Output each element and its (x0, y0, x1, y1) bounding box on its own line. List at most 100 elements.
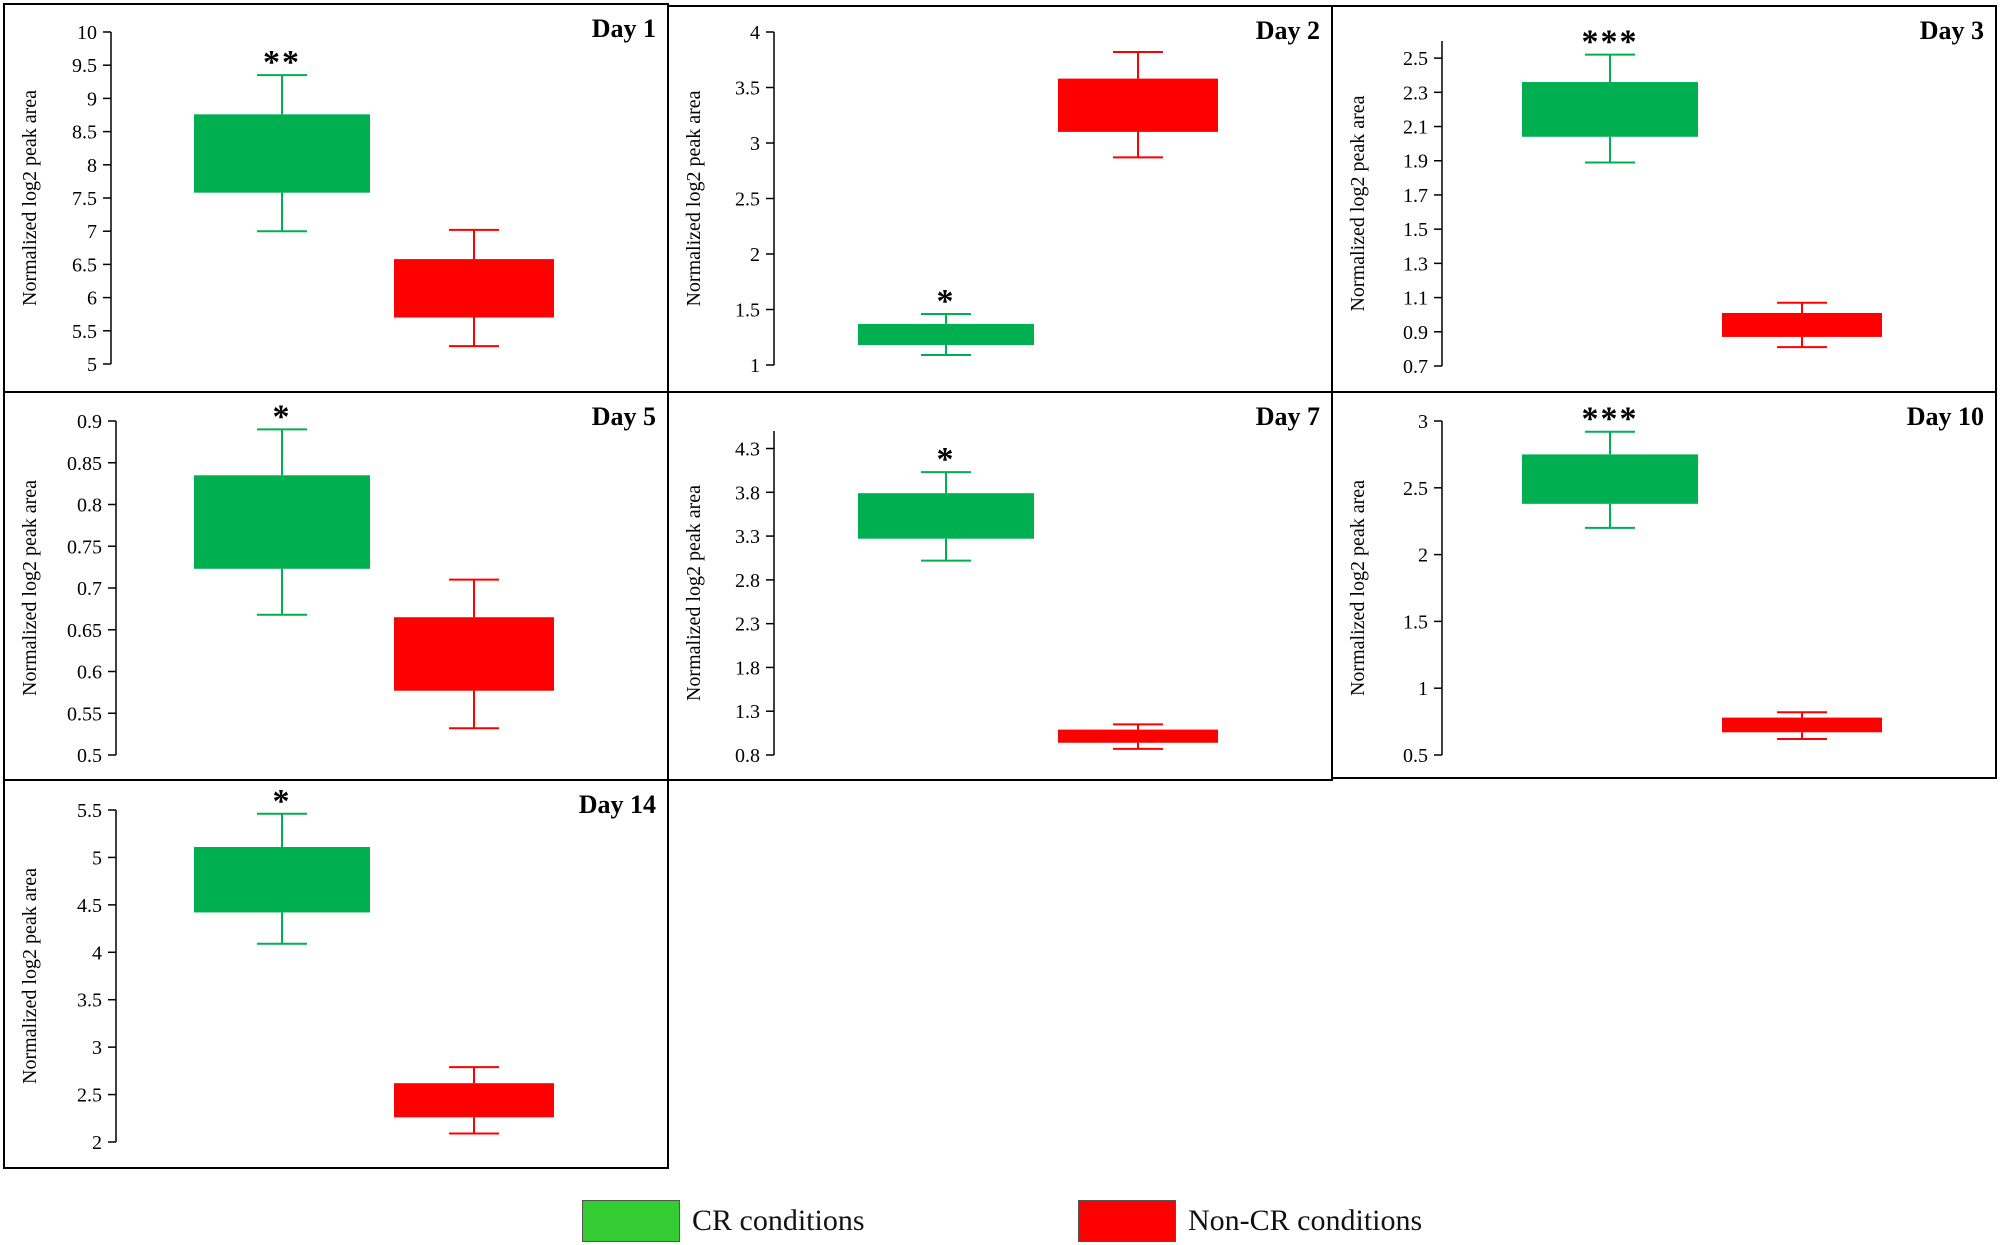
y-tick-label: 0.9 (1403, 322, 1428, 344)
y-tick-label: 6.5 (72, 254, 97, 276)
box-cr (194, 114, 370, 193)
panel-frame (3, 779, 669, 1169)
box-cr (858, 493, 1034, 539)
legend-item-noncr: Non-CR conditions (1078, 1198, 1422, 1244)
y-tick-label: 9.5 (72, 55, 97, 77)
y-tick-label: 4.3 (735, 439, 760, 461)
panel-title: Day 14 (579, 790, 656, 819)
legend-item-cr: CR conditions (582, 1198, 865, 1244)
box-cr (194, 846, 370, 913)
y-tick-label: 2 (92, 1132, 102, 1154)
y-tick-label: 9 (87, 88, 97, 110)
y-tick-label: 1.3 (1403, 253, 1428, 275)
y-tick-label: 2.5 (735, 189, 760, 211)
panel-day-4: 0.5 0.55 0.6 0.65 0.7 0.75 0.8 0.85 0.9 Normalize… (3, 391, 669, 781)
panel-frame (1331, 5, 1997, 393)
y-tick-label: 1.5 (1403, 611, 1428, 633)
panel-frame (3, 391, 669, 781)
y-tick-label: 2.5 (1403, 48, 1428, 70)
y-tick-label: 0.8 (735, 745, 760, 767)
y-tick-label: 8.5 (72, 122, 97, 144)
y-tick-label: 0.75 (67, 536, 102, 558)
legend-label-cr: CR conditions (692, 1204, 865, 1237)
y-axis-label: Normalized log2 peak area (1347, 95, 1369, 311)
panel-day-3: 0.7 0.9 1.1 1.3 1.5 1.7 1.9 2.1 2.3 2.5 Normalized… (1331, 5, 1997, 393)
y-tick-label: 1.8 (735, 657, 760, 679)
y-tick-label: 4 (92, 942, 102, 964)
box-noncr (394, 259, 554, 318)
y-axis-label: Normalized log2 peak area (19, 480, 41, 696)
y-tick-label: 8 (87, 155, 97, 177)
y-tick-label: 1.7 (1403, 185, 1428, 207)
y-tick-label: 0.6 (77, 662, 102, 684)
box-noncr (1722, 717, 1882, 733)
y-tick-label: 0.65 (67, 620, 102, 642)
y-tick-label: 0.5 (1403, 745, 1428, 767)
y-tick-label: 3 (1418, 411, 1428, 433)
y-tick-label: 7 (87, 221, 97, 243)
box-noncr (1058, 78, 1218, 132)
y-tick-label: 10 (77, 22, 97, 44)
box-noncr (1058, 729, 1218, 743)
y-axis-label: Normalized log2 peak area (683, 90, 705, 306)
panel-title: Day 3 (1920, 16, 1984, 45)
legend-label-noncr: Non-CR conditions (1188, 1204, 1423, 1237)
y-axis-label: Normalized log2 peak area (1347, 480, 1369, 696)
box-noncr (1722, 312, 1882, 337)
y-tick-label: 0.55 (67, 703, 102, 725)
y-tick-label: 3.3 (735, 526, 760, 548)
y-tick-label: 5 (87, 354, 97, 376)
y-tick-label: 7.5 (72, 188, 97, 210)
y-axis-label: Normalized log2 peak area (19, 90, 41, 306)
panel-title: Day 10 (1907, 402, 1984, 431)
y-tick-label: 1.3 (735, 701, 760, 723)
y-tick-label: 5 (92, 847, 102, 869)
y-axis-label: Normalized log2 peak area (19, 868, 41, 1084)
y-tick-label: 0.7 (1403, 356, 1428, 378)
y-tick-label: 2.8 (735, 570, 760, 592)
y-tick-label: 5.5 (77, 800, 102, 822)
y-tick-label: 1 (750, 355, 760, 377)
panel-title: Day 7 (1256, 402, 1320, 431)
y-tick-label: 5.5 (72, 321, 97, 343)
box-cr (194, 475, 370, 569)
significance-marker: * (273, 398, 292, 435)
y-tick-label: 3 (92, 1037, 102, 1059)
y-tick-label: 0.7 (77, 578, 102, 600)
y-tick-label: 1.5 (735, 300, 760, 322)
box-noncr (394, 1083, 554, 1118)
significance-marker: *** (1582, 401, 1639, 438)
panel-title: Day 5 (592, 402, 656, 431)
legend-swatch-cr (582, 1200, 680, 1242)
y-tick-label: 3.8 (735, 482, 760, 504)
y-tick-label: 1 (1418, 678, 1428, 700)
y-tick-label: 2.5 (77, 1085, 102, 1107)
significance-marker: * (273, 783, 292, 820)
panel-day-5: 0.8 1.3 1.8 2.3 2.8 3.3 3.8 4.3 Normalized log2 … (667, 391, 1333, 781)
y-tick-label: 4.5 (77, 895, 102, 917)
panel-day-6: 0.5 1 1.5 2 2.5 3 Normalized log2 peak area Day… (1331, 391, 1997, 779)
panel-frame (1331, 391, 1997, 779)
y-tick-label: 4 (750, 22, 760, 44)
panel-title: Day 2 (1256, 16, 1320, 45)
panel-day-2: 1 1.5 2 2.5 3 3.5 4 Normalized log2 peak area Da… (667, 5, 1333, 393)
box-noncr (394, 617, 554, 691)
y-tick-label: 0.9 (77, 411, 102, 433)
box-cr (1522, 454, 1698, 504)
significance-marker: ** (263, 44, 301, 81)
y-tick-label: 3.5 (77, 990, 102, 1012)
box-cr (858, 323, 1034, 346)
y-tick-label: 2.1 (1403, 117, 1428, 139)
y-tick-label: 2.5 (1403, 478, 1428, 500)
panel-frame (667, 391, 1333, 781)
y-tick-label: 2 (750, 244, 760, 266)
y-tick-label: 3 (750, 133, 760, 155)
y-tick-label: 3.5 (735, 78, 760, 100)
significance-marker: * (937, 283, 956, 320)
y-tick-label: 1.9 (1403, 151, 1428, 173)
y-tick-label: 0.85 (67, 453, 102, 475)
legend-swatch-noncr (1078, 1200, 1176, 1242)
y-tick-label: 2.3 (1403, 82, 1428, 104)
significance-marker: * (937, 441, 956, 478)
panel-day-7: 2 2.5 3 3.5 4 4.5 5 5.5 Normalized log2 peak are… (3, 779, 669, 1169)
